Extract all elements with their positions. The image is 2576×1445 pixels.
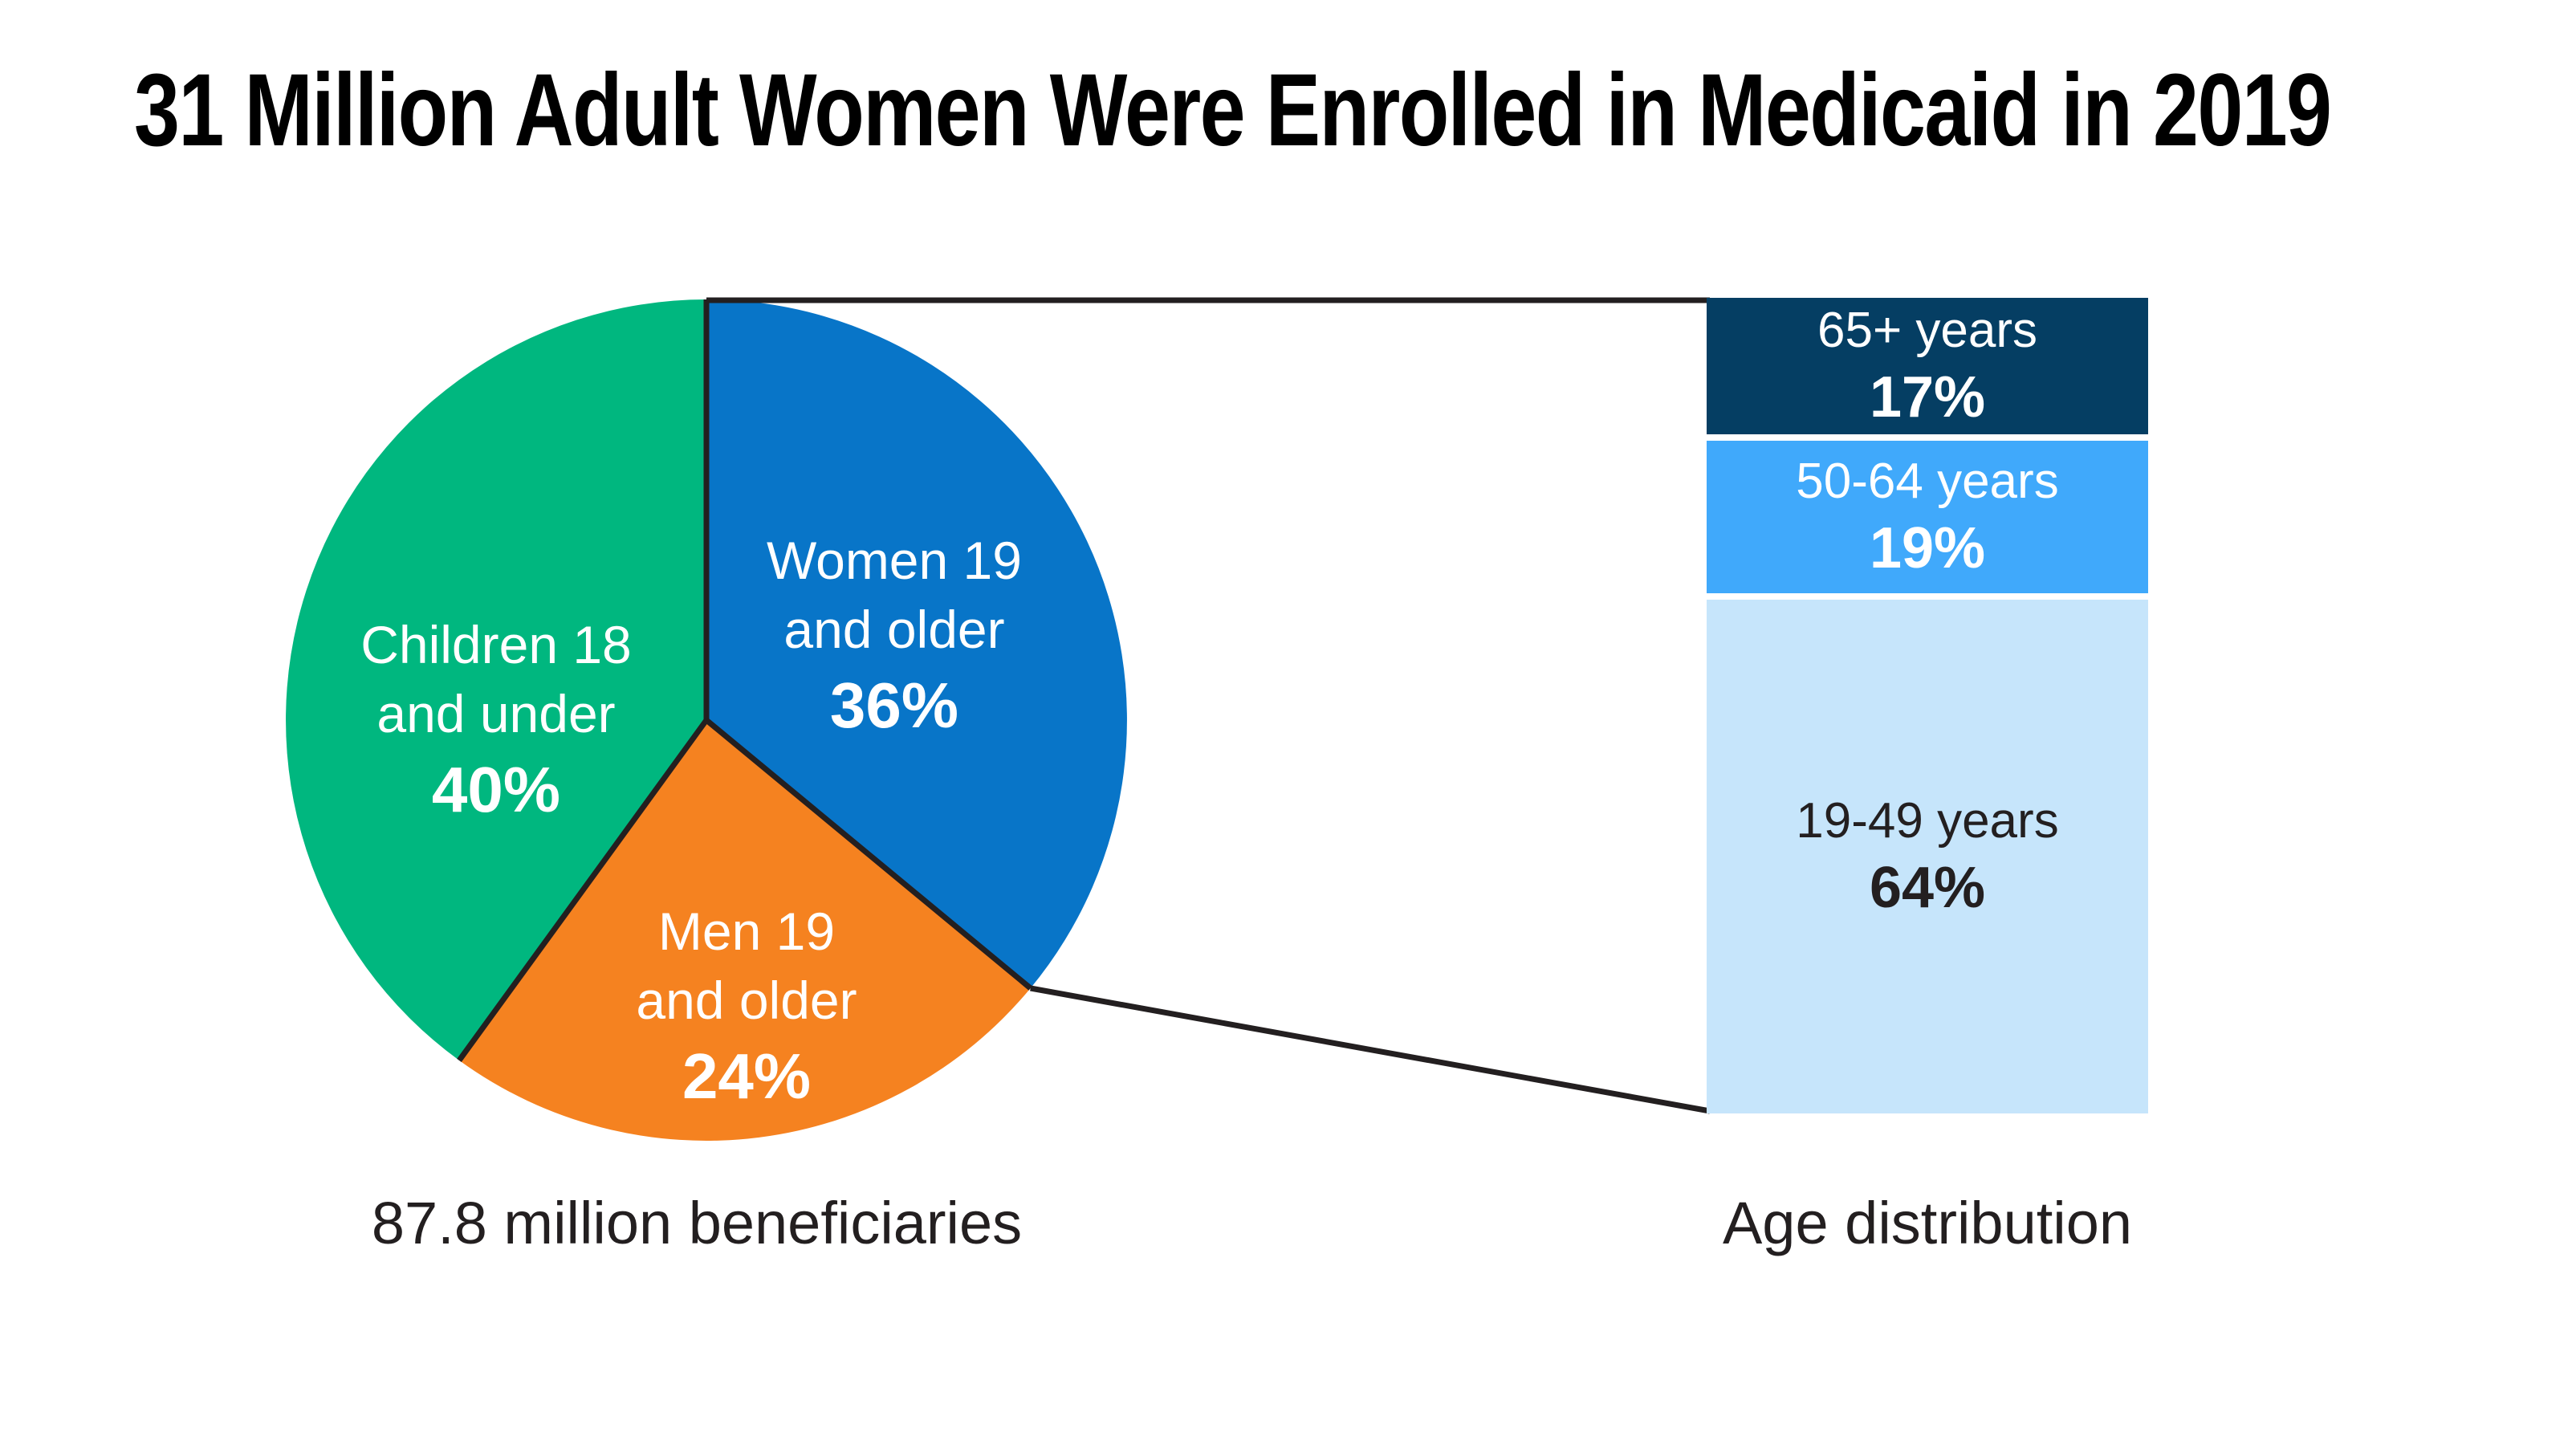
pie-slice-label-women: Women 19 and older 36% bbox=[767, 526, 1022, 743]
pie-slice-percent: 24% bbox=[682, 1040, 812, 1112]
pie-slice-border bbox=[457, 718, 709, 1062]
pie-slice-label-line: and older bbox=[636, 971, 857, 1030]
pie-slice-label-line: and under bbox=[376, 684, 616, 743]
pie-slice-label-men: Men 19 and older 24% bbox=[636, 897, 857, 1113]
chart-title: 31 Million Adult Women Were Enrolled in … bbox=[134, 53, 2332, 168]
age-distribution-bar: 65+ years 17% 50-64 years 19% 19-49 year… bbox=[1707, 298, 2148, 1113]
pie-slice-label-line: Women 19 bbox=[767, 531, 1022, 590]
pie-slice-percent: 36% bbox=[829, 670, 959, 741]
pie-wedge bbox=[286, 299, 706, 1060]
pie-slice-label-children: Children 18 and under 40% bbox=[360, 610, 632, 827]
pie-wedge bbox=[459, 720, 1031, 1141]
bar-caption: Age distribution bbox=[1722, 1190, 2133, 1256]
connector-line-bottom bbox=[1030, 985, 1711, 1114]
pie-caption: 87.8 million beneficiaries bbox=[371, 1190, 1023, 1256]
bar-segment-percent: 64% bbox=[1869, 856, 1986, 920]
pie-slice-label-line: and older bbox=[783, 600, 1005, 659]
bar-segment-label: 65+ years bbox=[1817, 303, 2037, 358]
pie-slice-label-line: Men 19 bbox=[657, 902, 836, 961]
pie-slice-border bbox=[704, 718, 1032, 991]
bar-segment-label: 50-64 years bbox=[1796, 454, 2059, 509]
bar-segment-label: 19-49 years bbox=[1796, 793, 2059, 849]
pie-slice-label-line: Children 18 bbox=[360, 615, 632, 674]
pie-slice-percent: 40% bbox=[431, 754, 561, 825]
bar-segment-percent: 19% bbox=[1869, 516, 1986, 580]
pie-wedge bbox=[706, 299, 1127, 988]
bar-segment-50-64: 50-64 years 19% bbox=[1707, 441, 2148, 593]
bar-segment-65plus: 65+ years 17% bbox=[1707, 298, 2148, 434]
bar-segment-percent: 17% bbox=[1869, 365, 1986, 429]
bar-segment-19-49: 19-49 years 64% bbox=[1707, 600, 2148, 1113]
